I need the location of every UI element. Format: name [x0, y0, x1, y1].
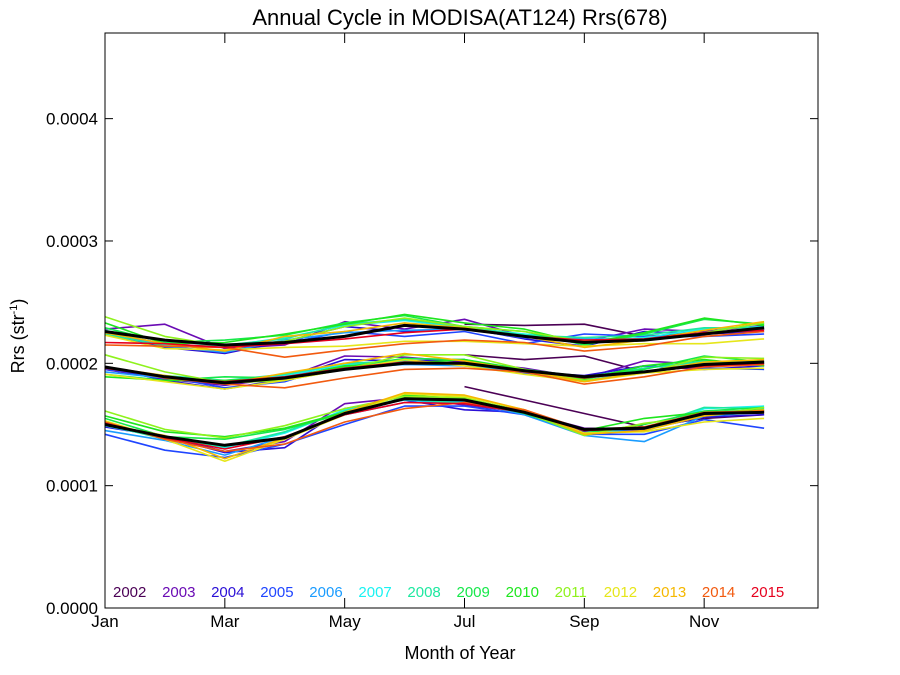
x-axis-label: Month of Year	[404, 643, 515, 663]
legend-item-2005: 2005	[260, 584, 293, 601]
x-tick-label: Jan	[91, 612, 118, 631]
y-tick-label: 0.0001	[46, 477, 98, 496]
x-tick-label: Sep	[569, 612, 599, 631]
mean-line-middle	[104, 360, 765, 385]
series-line-2009-middle	[104, 355, 765, 382]
x-tick-label: Jul	[454, 612, 476, 631]
chart-title: Annual Cycle in MODISA(AT124) Rrs(678)	[252, 5, 667, 30]
axes: 0.0000 0.0001 0.0002 0.0003 0.0004 Jan Mar May J…	[46, 32, 819, 631]
y-tick-label: 0.0003	[46, 232, 98, 251]
series-line-2002-lower	[464, 385, 765, 428]
legend-item-2006: 2006	[309, 584, 342, 601]
y-axis-label: Rrs (str-1)	[8, 299, 28, 374]
mean-line-lower	[104, 397, 765, 447]
y-tick-label: 0.0002	[46, 354, 98, 373]
x-tick-label: Mar	[210, 612, 240, 631]
legend-item-2008: 2008	[407, 584, 440, 601]
mean-line-upper	[104, 323, 765, 347]
series-line-2009-upper	[104, 314, 765, 346]
y-tick-label: 0.0000	[46, 599, 98, 618]
legend-item-2010: 2010	[506, 584, 539, 601]
legend-item-2002: 2002	[113, 584, 146, 601]
legend-item-2009: 2009	[457, 584, 490, 601]
plot-lines	[104, 313, 765, 462]
y-axis-label-main: Rrs (str	[8, 314, 28, 373]
y-tick-label: 0.0004	[46, 110, 98, 129]
y-axis-label-superscript: -1	[8, 305, 20, 315]
series-line-2012-lower	[104, 393, 765, 462]
x-tick-label: Nov	[689, 612, 720, 631]
legend-item-2011: 2011	[555, 584, 587, 601]
legend: 2002 2003 2004 2005 2006 2007 2008 2009 2010 2011…	[113, 584, 784, 601]
legend-item-2003: 2003	[162, 584, 195, 601]
y-axis-label-close: )	[8, 299, 28, 305]
x-tick-label: May	[329, 612, 362, 631]
legend-item-2013: 2013	[653, 584, 686, 601]
plot-frame	[104, 32, 819, 609]
legend-item-2004: 2004	[211, 584, 244, 601]
series-line-2011-lower	[104, 395, 765, 439]
legend-item-2014: 2014	[702, 584, 735, 601]
legend-item-2015: 2015	[751, 584, 784, 601]
series-line-2013-lower	[104, 391, 765, 460]
legend-item-2007: 2007	[358, 584, 391, 601]
legend-item-2012: 2012	[604, 584, 637, 601]
